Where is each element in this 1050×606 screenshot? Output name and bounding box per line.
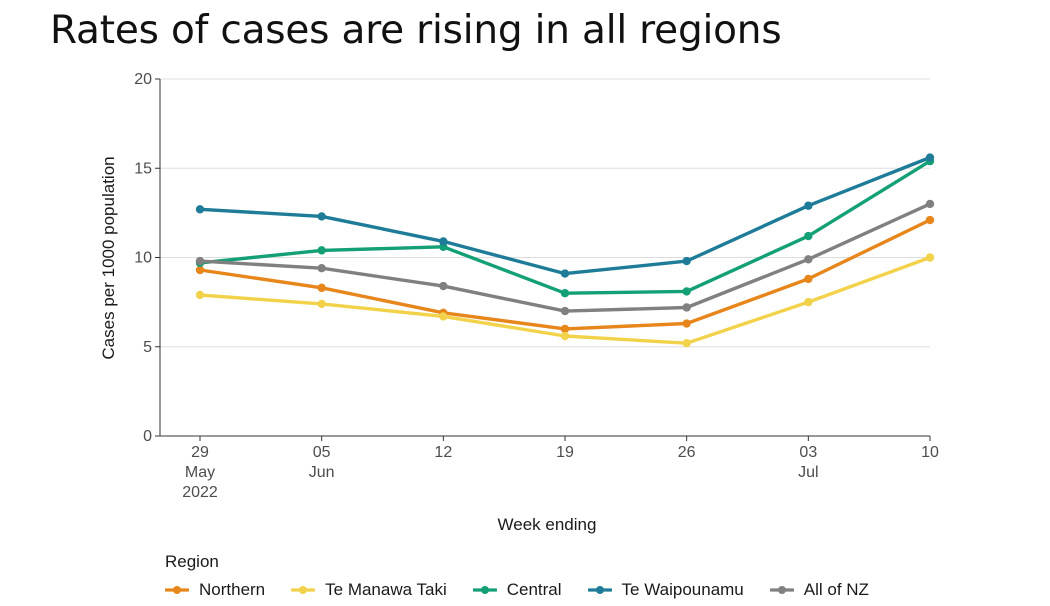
legend-key-northern	[165, 586, 189, 594]
x-tick-label: 26	[678, 444, 696, 461]
legend-item-central: Central	[472, 580, 562, 600]
legend-key-te-manawa-taki	[291, 586, 316, 594]
legend-item-te-manawa-taki: Te Manawa Taki	[291, 580, 447, 600]
data-point-all-of-nz	[682, 303, 691, 312]
legend-key-central	[472, 586, 497, 594]
x-tick-label-line: Jun	[309, 464, 335, 481]
data-point-northern	[560, 324, 570, 334]
legend-items: Northern Te Manawa Taki Central Te Waipouna…	[165, 580, 895, 600]
data-point-central	[682, 287, 691, 296]
x-tick-label-line: 26	[678, 444, 696, 461]
y-tick-label: 10	[134, 250, 152, 267]
data-point-all-of-nz	[804, 255, 813, 264]
y-tick-label: 15	[134, 160, 152, 177]
data-point-northern	[682, 319, 691, 328]
x-tick-label: 19	[556, 444, 574, 461]
y-tick-label: 5	[143, 339, 152, 356]
y-axis-title: Cases per 1000 population	[99, 156, 118, 359]
data-point-te-manawa-taki	[925, 253, 935, 262]
data-point-te-manawa-taki	[560, 331, 570, 341]
x-tick-label-line: 03	[799, 444, 817, 461]
x-tick-label-line: May	[185, 464, 215, 481]
data-point-central	[804, 231, 813, 241]
data-point-central	[560, 289, 570, 298]
data-point-all-of-nz	[195, 256, 205, 266]
x-tick-label: 29 May 2022	[182, 444, 218, 501]
data-point-central	[317, 246, 326, 255]
data-point-all-of-nz	[317, 264, 326, 273]
data-point-northern	[317, 283, 326, 293]
x-tick-label: 05 Jun	[309, 444, 335, 481]
legend: Region Northern Te Manawa Taki Central Te W…	[165, 552, 895, 600]
data-point-te-manawa-taki	[804, 297, 813, 307]
data-point-all-of-nz	[439, 281, 448, 291]
x-tick-label-line: 2022	[182, 484, 218, 501]
data-point-te-waipounamu	[682, 256, 691, 266]
legend-title: Region	[165, 552, 219, 571]
legend-item-northern: Northern	[165, 580, 265, 600]
legend-key-te-waipounamu	[587, 586, 612, 594]
x-tick-label-line: 05	[313, 444, 331, 461]
x-tick-label-line: 19	[556, 444, 574, 461]
data-point-te-manawa-taki	[439, 312, 448, 321]
data-point-te-waipounamu	[317, 212, 326, 221]
data-point-te-waipounamu	[439, 237, 448, 246]
data-point-te-waipounamu	[560, 269, 570, 278]
x-tick-label: 03 Jul	[798, 444, 818, 481]
legend-label: Northern	[199, 580, 266, 599]
series-lines	[198, 155, 932, 345]
data-point-all-of-nz	[560, 306, 570, 316]
x-tick-label-line: Jul	[798, 464, 818, 481]
x-tick-label-line: 29	[191, 444, 209, 461]
x-tick-label: 10	[921, 444, 939, 461]
legend-label: Central	[506, 580, 562, 599]
data-point-te-manawa-taki	[682, 338, 691, 348]
data-point-te-manawa-taki	[195, 290, 205, 300]
legend-label: Te Waipounamu	[621, 580, 744, 599]
x-axis-title: Week ending	[498, 515, 597, 534]
slide-title: Rates of cases are rising in all regions	[50, 8, 782, 53]
data-point-te-manawa-taki	[317, 299, 326, 309]
x-tick-label: 12	[434, 444, 452, 461]
series-line-te-waipounamu	[198, 155, 932, 276]
data-point-all-of-nz	[925, 199, 935, 209]
data-point-te-waipounamu	[195, 205, 205, 214]
data-point-northern	[925, 215, 935, 225]
data-point-te-waipounamu	[804, 201, 813, 210]
series-points	[195, 153, 935, 348]
x-tick-label-line: 10	[921, 444, 939, 461]
legend-key-all-of-nz	[769, 586, 794, 594]
legend-item-te-waipounamu: Te Waipounamu	[587, 580, 744, 600]
y-tick-label: 0	[143, 428, 152, 445]
legend-label: All of NZ	[803, 580, 869, 599]
data-point-te-waipounamu	[925, 153, 935, 162]
data-point-northern	[804, 274, 813, 284]
legend-item-all-of-nz: All of NZ	[769, 580, 869, 600]
legend-label: Te Manawa Taki	[325, 580, 447, 599]
x-tick-label-line: 12	[434, 444, 452, 461]
y-tick-label: 20	[134, 71, 152, 88]
data-point-northern	[195, 265, 205, 275]
